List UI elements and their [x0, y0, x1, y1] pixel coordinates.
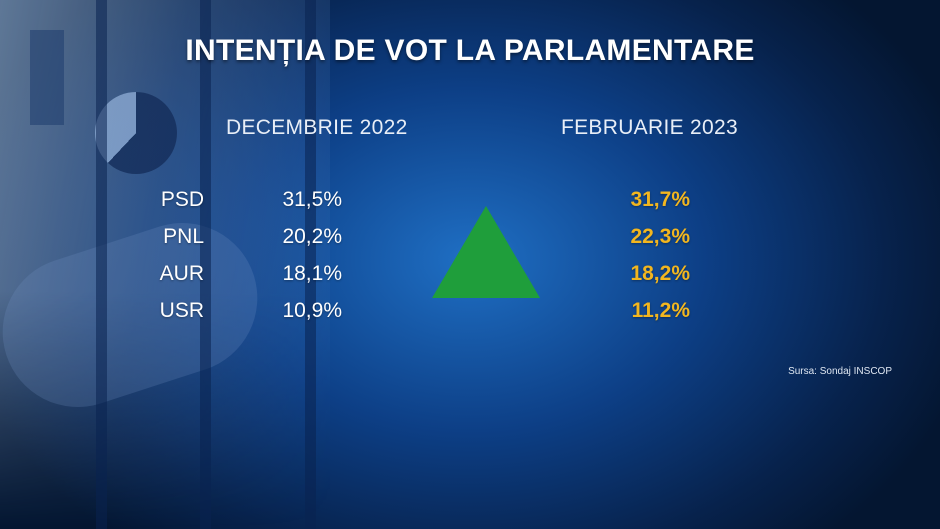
party-label: AUR — [159, 262, 204, 285]
background-bar-graphic — [30, 30, 64, 125]
december-value: 20,2% — [282, 225, 342, 248]
column-header-december: DECEMBRIE 2022 — [226, 116, 408, 139]
party-label: PSD — [160, 188, 204, 211]
december-value: 10,9% — [282, 299, 342, 322]
background-stripe — [200, 0, 211, 529]
background-stripe — [96, 0, 107, 529]
december-value: 18,1% — [282, 262, 342, 285]
february-value: 18,2% — [630, 262, 690, 285]
column-header-february: FEBRUARIE 2023 — [561, 116, 738, 139]
december-value: 31,5% — [282, 188, 342, 211]
february-value: 31,7% — [630, 188, 690, 211]
source-note: Sursa: Sondaj INSCOP — [788, 366, 892, 377]
party-label: USR — [159, 299, 204, 322]
background-stripe — [305, 0, 316, 529]
february-value: 11,2% — [631, 299, 690, 322]
february-value: 22,3% — [630, 225, 690, 248]
background-pie-graphic — [95, 92, 177, 174]
page-title: INTENȚIA DE VOT LA PARLAMENTARE — [185, 34, 755, 67]
party-label: PNL — [163, 225, 204, 248]
up-triangle-icon — [432, 206, 540, 298]
